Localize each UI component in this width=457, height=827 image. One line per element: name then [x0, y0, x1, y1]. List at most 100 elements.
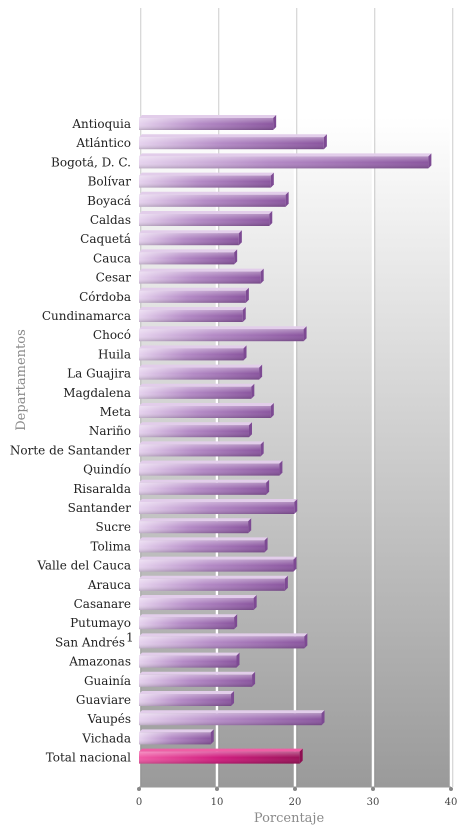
bar-end-face [260, 268, 264, 284]
category-label: Guainía [84, 674, 131, 688]
bar-end-face [270, 403, 274, 418]
bar-shading [139, 694, 232, 706]
bar-end-face [248, 518, 252, 534]
bar-shading [139, 118, 274, 130]
category-label: Total nacional [46, 751, 131, 765]
bar-top-face [139, 633, 308, 637]
bar-end-face [293, 556, 297, 572]
bar-top-face [139, 556, 297, 560]
bar-shading [139, 444, 261, 457]
bar-top-face [139, 671, 256, 675]
bar-end-face [252, 671, 256, 687]
bar-end-face [294, 499, 298, 514]
bar-top-face [139, 287, 249, 291]
bar-end-face [285, 191, 289, 207]
category-label: Cauca [93, 251, 131, 265]
bar [139, 729, 214, 745]
bar-end-face [279, 460, 283, 476]
bar-end-face [304, 633, 308, 649]
bar [139, 134, 327, 150]
bar [139, 364, 263, 380]
bar [139, 441, 264, 457]
bar-shading [139, 598, 254, 610]
bar-end-face [231, 691, 235, 706]
bar-top-face [139, 614, 238, 618]
x-tick-mark [293, 787, 297, 791]
bar [139, 710, 325, 726]
x-tick-mark [449, 787, 453, 791]
bar-end-face [264, 537, 268, 553]
bar-top-face [139, 422, 252, 426]
bar [139, 652, 240, 668]
bar-top-face [139, 249, 238, 253]
bar-end-face [242, 307, 246, 322]
category-label: Córdoba [79, 290, 131, 304]
bar-end-face [428, 153, 432, 169]
bar-shading [139, 175, 271, 188]
category-label: Boyacá [87, 194, 131, 208]
bar-shading [139, 540, 265, 553]
bar-end-face [273, 115, 277, 130]
bar [139, 249, 238, 265]
x-tick-mark [137, 787, 141, 791]
category-label: Cundinamarca [42, 309, 131, 323]
x-axis-title: Porcentaje [254, 811, 325, 826]
category-label: Chocó [93, 328, 131, 342]
bar-top-face [139, 518, 252, 522]
bar-top-face [139, 499, 298, 502]
bar-top-face [139, 575, 288, 579]
bar [139, 287, 249, 303]
category-label: Bogotá, D. C. [51, 155, 131, 169]
bar [139, 691, 235, 706]
bar-shading [139, 713, 322, 726]
bar-shading [139, 156, 429, 169]
category-label: Casanare [74, 597, 131, 611]
bar-top-face [139, 230, 242, 234]
bar [139, 422, 252, 438]
category-label: Antioquia [71, 117, 131, 131]
bar [139, 115, 277, 130]
x-tick-label: 30 [367, 797, 380, 808]
bar-end-face [284, 575, 288, 591]
bar [139, 499, 298, 514]
bar-shading [139, 386, 252, 399]
bar [139, 191, 289, 207]
bar-end-face [234, 249, 238, 265]
bar [139, 671, 256, 687]
bar [139, 153, 432, 169]
bar [139, 268, 264, 284]
bar-shading [139, 732, 211, 745]
bar [139, 345, 247, 361]
bar-end-face [236, 652, 240, 668]
bar-shading [139, 290, 246, 303]
x-tick-label: 40 [445, 797, 457, 808]
category-label: Valle del Cauca [36, 559, 131, 573]
bar [139, 403, 274, 418]
bar [139, 518, 252, 534]
x-tick-mark [371, 787, 375, 791]
bar-top-face [139, 537, 268, 541]
bar-top-face [139, 383, 255, 387]
category-label: Atlántico [75, 136, 131, 150]
x-tick-label: 0 [136, 797, 142, 808]
bar-end-face [303, 326, 307, 342]
bar-top-face [139, 268, 264, 272]
bar-end-face [259, 364, 263, 380]
bar-top-face [139, 345, 247, 349]
bar-shading [139, 751, 300, 764]
bar-top-face [139, 710, 325, 714]
bar-top-face [139, 729, 214, 733]
bar-shading [139, 271, 261, 284]
bar-end-face [269, 211, 273, 226]
category-label: Risaralda [73, 482, 131, 496]
bar-end-face [321, 710, 325, 726]
bar-top-face [139, 211, 273, 214]
x-tick-label: 10 [211, 797, 224, 808]
bar-shading [139, 214, 270, 226]
category-label: Nariño [89, 424, 131, 438]
bar-shading [139, 137, 324, 150]
category-label: Putumayo [70, 616, 131, 630]
category-label: Caldas [90, 213, 131, 227]
bar-top-face [139, 115, 277, 118]
